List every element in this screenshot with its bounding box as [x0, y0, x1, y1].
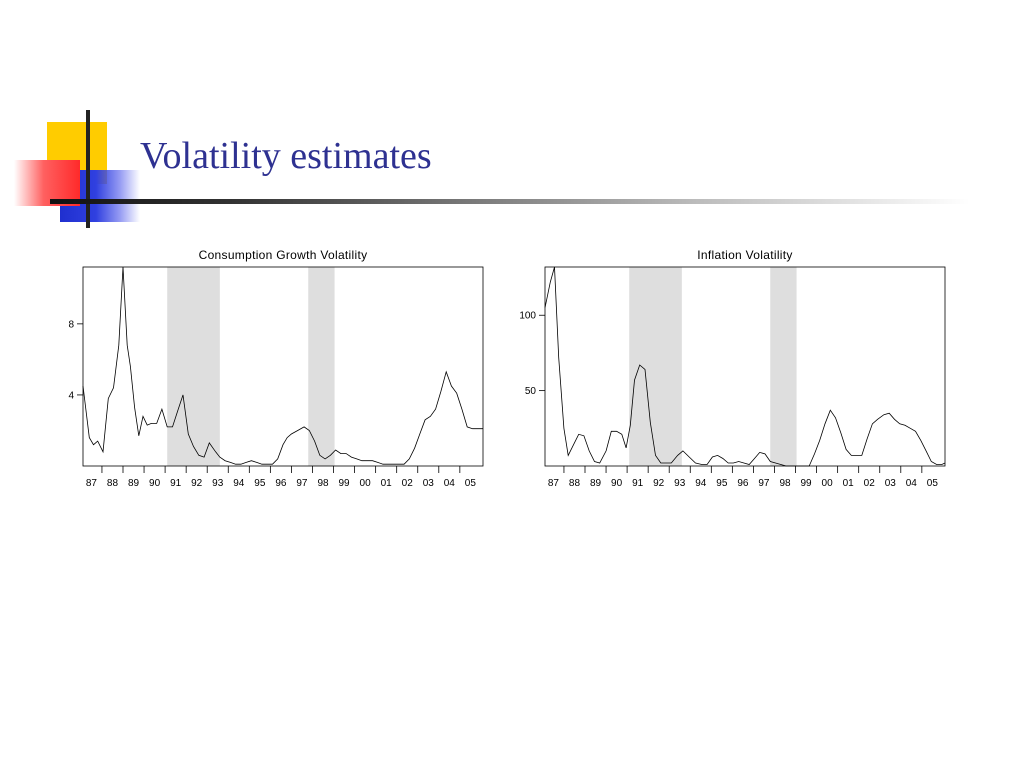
y-tick-label: 4 — [68, 390, 74, 401]
x-tick-label: 04 — [444, 478, 456, 489]
x-tick-label: 98 — [317, 478, 329, 489]
series-line-1 — [82, 266, 483, 465]
x-tick-label: 97 — [296, 478, 308, 489]
y-tick-label: 50 — [525, 386, 537, 397]
x-tick-label: 05 — [927, 478, 939, 489]
x-tick-label: 99 — [800, 478, 812, 489]
consumption-growth-volatility-chart: Consumption Growth Volatility 4 8 87 88 89 90 9… — [68, 248, 484, 489]
x-tick-label: 90 — [149, 478, 161, 489]
title-underline-rule — [50, 199, 970, 204]
plot-frame — [82, 266, 484, 467]
x-tick-label: 99 — [338, 478, 350, 489]
shaded-period-1 — [629, 267, 682, 466]
x-tick-label: 03 — [423, 478, 435, 489]
x-tick-label: 87 — [86, 478, 98, 489]
decorative-red-square — [14, 160, 80, 206]
x-tick-label: 00 — [822, 478, 834, 489]
x-tick-label: 00 — [360, 478, 372, 489]
x-tick-label: 02 — [864, 478, 876, 489]
shaded-period-2 — [308, 267, 335, 466]
x-tick-label: 92 — [191, 478, 203, 489]
x-tick-label: 88 — [107, 478, 119, 489]
x-tick-label: 89 — [128, 478, 140, 489]
x-tick-label: 02 — [402, 478, 414, 489]
slide-title: Volatility estimates — [140, 135, 432, 177]
x-tick-label: 05 — [465, 478, 477, 489]
x-tick-label: 88 — [569, 478, 581, 489]
x-tick-label: 94 — [695, 478, 707, 489]
chart-title: Consumption Growth Volatility — [199, 248, 368, 262]
x-tick-label: 89 — [590, 478, 602, 489]
x-tick-label: 93 — [212, 478, 224, 489]
x-tick-label: 90 — [611, 478, 623, 489]
shaded-period-2 — [770, 267, 797, 466]
x-tick-label: 96 — [737, 478, 749, 489]
decorative-vertical-line — [86, 110, 90, 228]
x-tick-label: 03 — [885, 478, 897, 489]
x-tick-label: 87 — [548, 478, 560, 489]
chart-title: Inflation Volatility — [697, 248, 792, 262]
x-tick-label: 94 — [233, 478, 245, 489]
x-tick-label: 97 — [758, 478, 770, 489]
x-tick-label: 95 — [716, 478, 728, 489]
x-tick-label: 96 — [275, 478, 287, 489]
y-tick-label: 100 — [519, 311, 536, 322]
x-tick-label: 93 — [674, 478, 686, 489]
inflation-volatility-chart: Inflation Volatility 50 100 87 88 89 90 91 92 93 9… — [519, 248, 946, 489]
y-tick-label: 8 — [68, 319, 74, 330]
x-tick-label: 95 — [254, 478, 266, 489]
series-line-1 — [544, 266, 946, 467]
x-tick-label: 98 — [779, 478, 791, 489]
x-tick-label: 92 — [653, 478, 665, 489]
x-tick-label: 01 — [381, 478, 393, 489]
x-tick-label: 91 — [632, 478, 644, 489]
x-tick-label: 91 — [170, 478, 182, 489]
shaded-period-1 — [167, 267, 220, 466]
plot-frame — [544, 266, 946, 467]
x-tick-label: 04 — [906, 478, 918, 489]
x-tick-label: 01 — [843, 478, 855, 489]
